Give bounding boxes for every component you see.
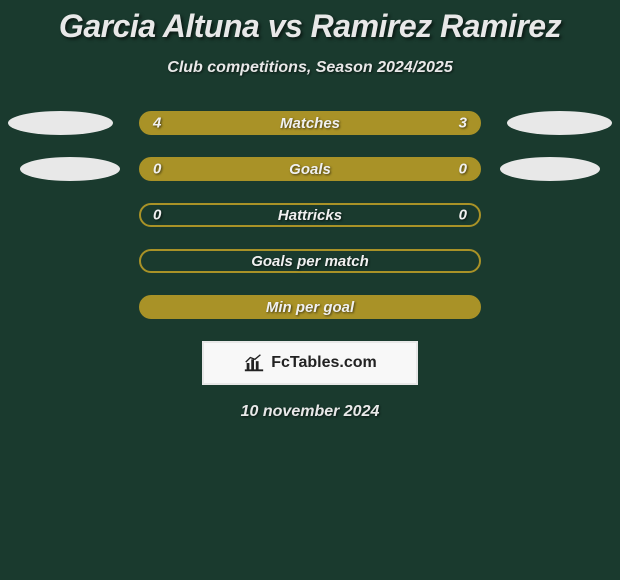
stat-value-right: 0 [459,161,467,178]
left-ellipse [20,157,120,181]
stat-label: Goals [289,161,331,178]
stat-label: Min per goal [266,299,354,316]
stat-bar: 4 Matches 3 [139,111,481,135]
chart-icon [243,353,265,373]
stat-row: 4 Matches 3 [0,111,620,135]
page-subtitle: Club competitions, Season 2024/2025 [0,59,620,77]
stat-value-left: 4 [153,115,161,132]
stats-widget: Garcia Altuna vs Ramirez Ramirez Club co… [0,0,620,421]
stat-value-right: 0 [459,207,467,224]
stat-bar: Min per goal [139,295,481,319]
stat-label: Goals per match [251,253,369,270]
stat-value-left: 0 [153,207,161,224]
attribution-text: FcTables.com [271,354,377,372]
stat-bar: 0 Hattricks 0 [139,203,481,227]
stat-row: Goals per match [0,249,620,273]
stat-row: 0 Hattricks 0 [0,203,620,227]
stat-value-right: 3 [459,115,467,132]
left-ellipse [8,111,113,135]
stat-value-left: 0 [153,161,161,178]
stat-label: Matches [280,115,340,132]
stat-rows: 4 Matches 3 0 Goals 0 0 Hattricks 0 Goals per mat… [0,111,620,319]
attribution-box[interactable]: FcTables.com [202,341,418,385]
right-ellipse [507,111,612,135]
stat-bar: Goals per match [139,249,481,273]
footer-date: 10 november 2024 [0,403,620,421]
stat-row: Min per goal [0,295,620,319]
stat-row: 0 Goals 0 [0,157,620,181]
page-title: Garcia Altuna vs Ramirez Ramirez [0,8,620,45]
stat-label: Hattricks [278,207,342,224]
stat-bar: 0 Goals 0 [139,157,481,181]
right-ellipse [500,157,600,181]
